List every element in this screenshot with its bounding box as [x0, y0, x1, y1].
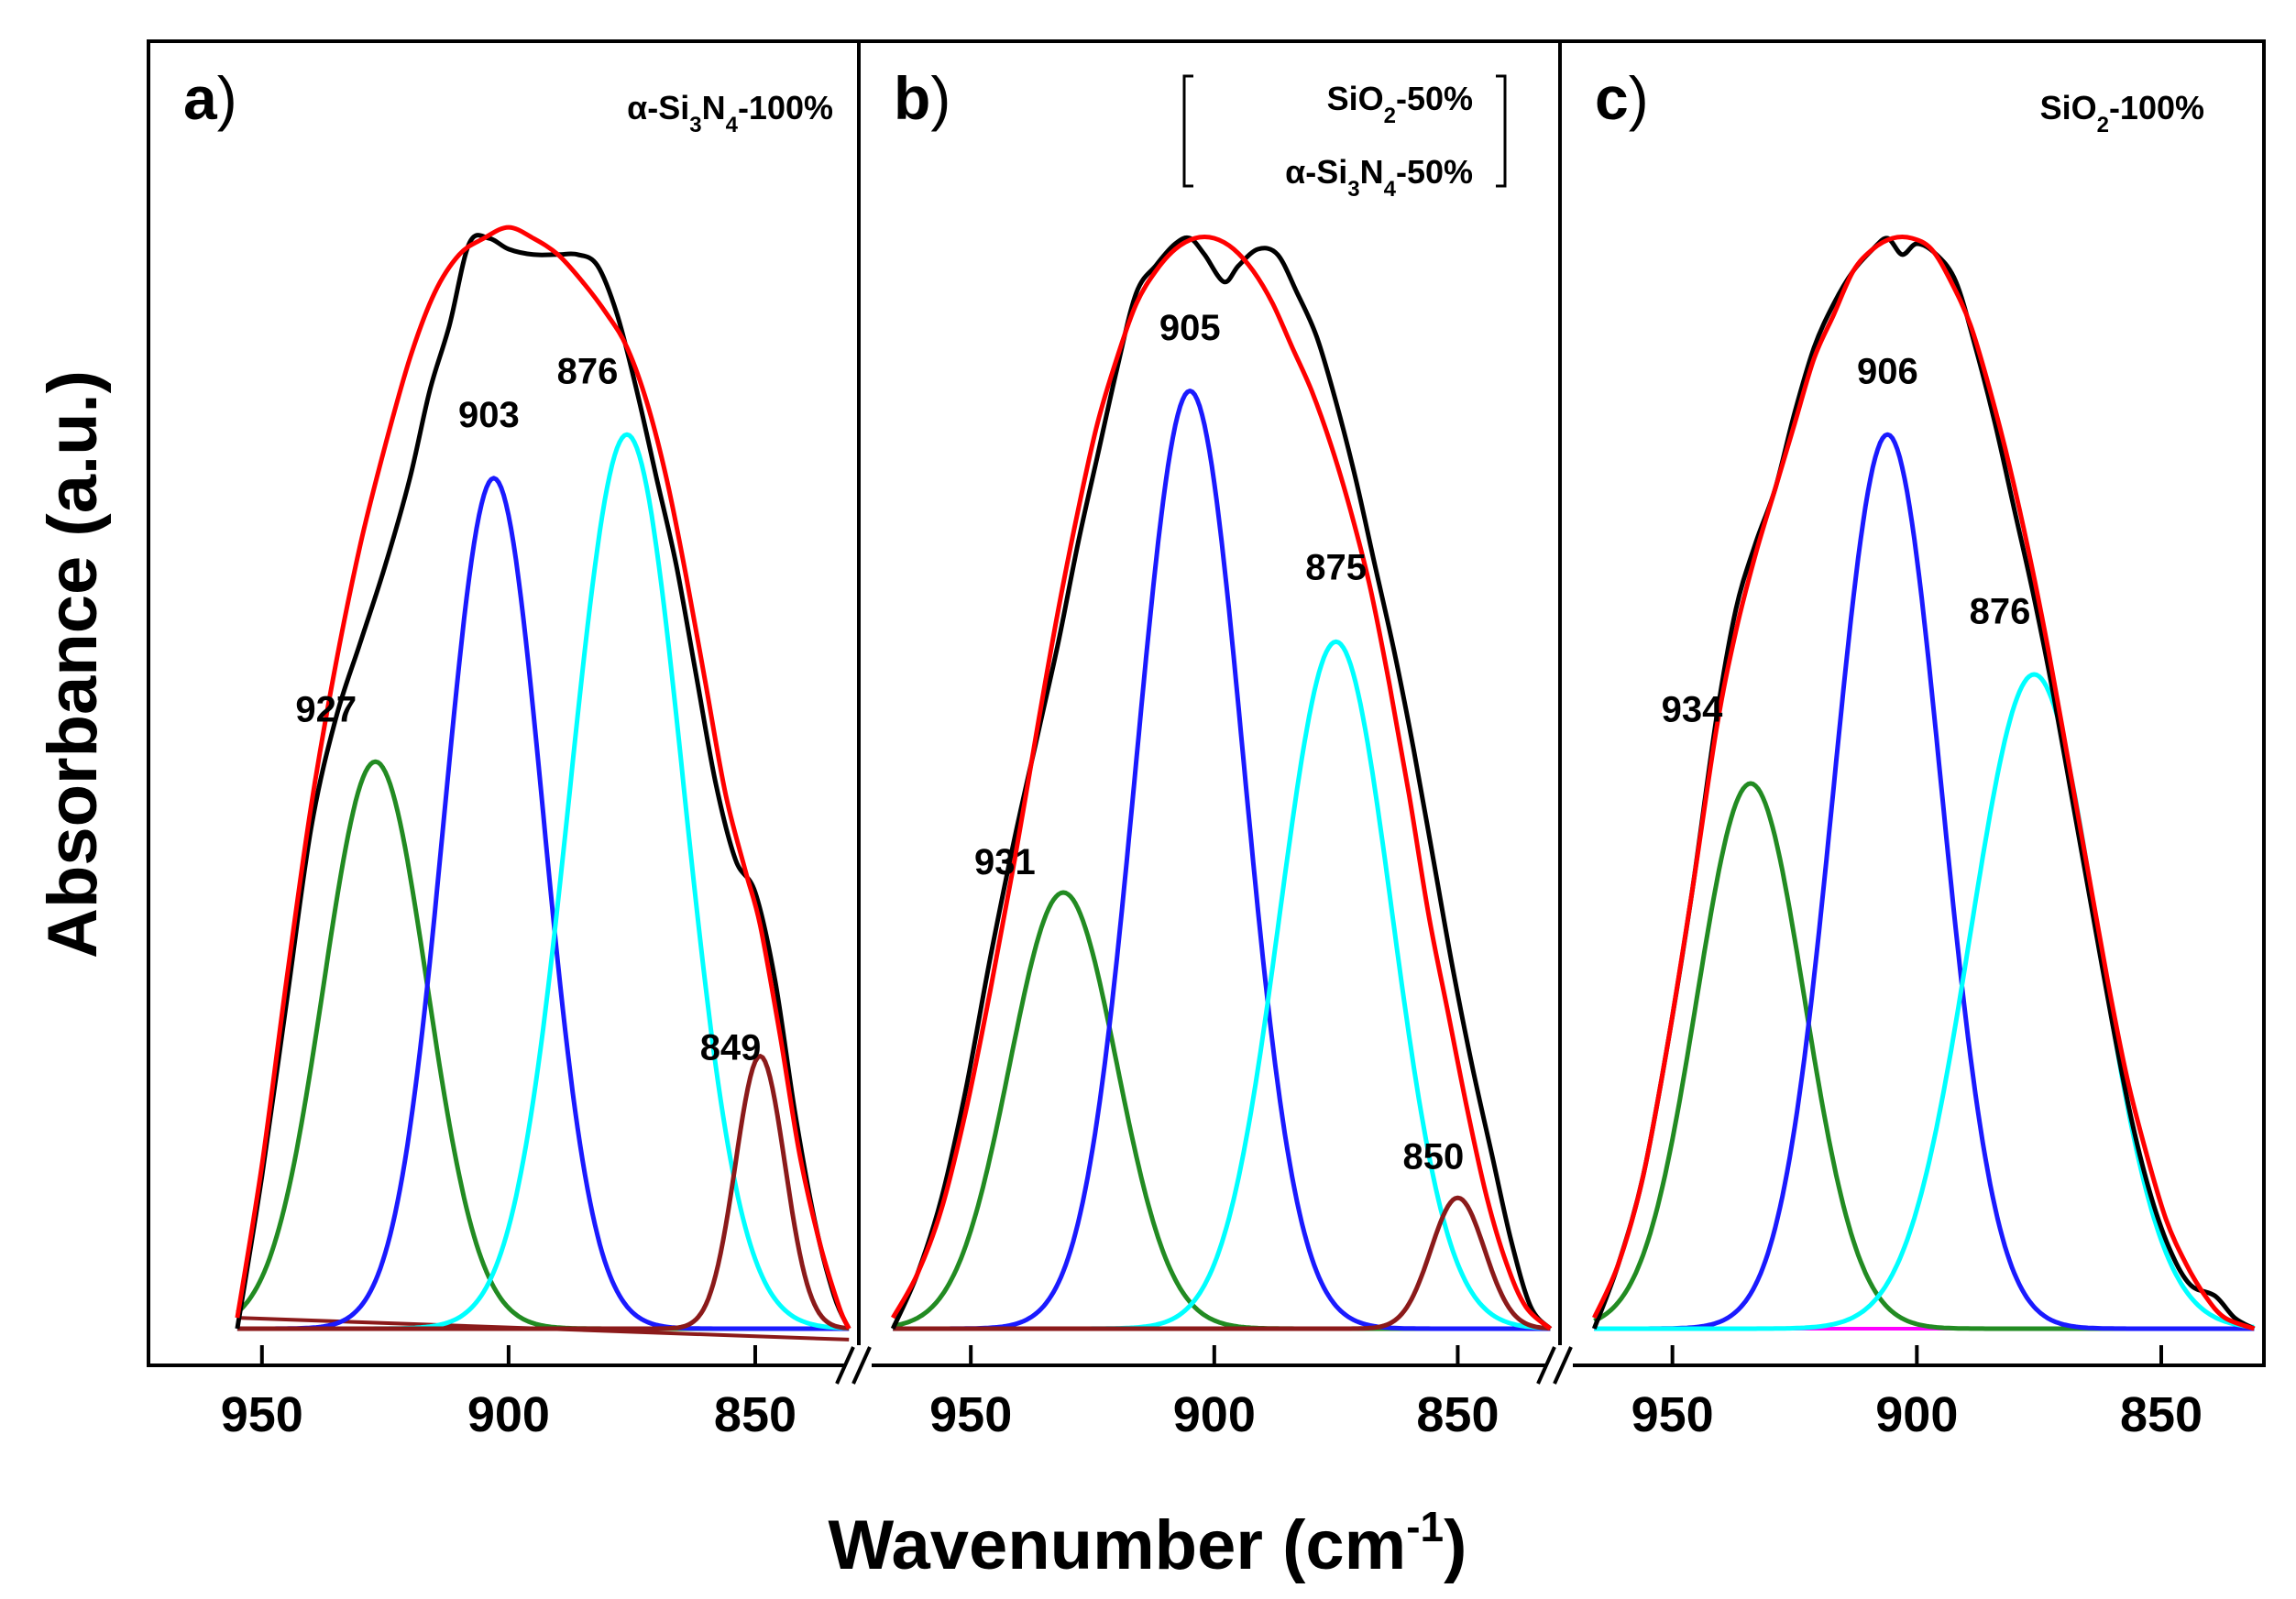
- axis-break-b: [835, 1345, 872, 1385]
- composition-b: SiO2-50% α-Si3N4-50%: [1182, 74, 1507, 202]
- composition-line-a-0: α-Si3N4-100%: [627, 89, 833, 137]
- band-c-876: [1594, 672, 2255, 1331]
- peak-label-c-2: 876: [1970, 591, 2031, 631]
- x-tick-label-c-0: 950: [1631, 1387, 1714, 1442]
- panel-c-frame: [1558, 39, 2266, 1367]
- x-tick-label-b-0: 950: [929, 1387, 1012, 1442]
- peak-label-a-2: 876: [557, 352, 619, 392]
- peak-label-a-0: 927: [295, 689, 357, 729]
- x-axis-title-sup: -1: [1406, 1503, 1444, 1550]
- peak-label-c-1: 906: [1857, 352, 1918, 392]
- peak-label-b-0: 931: [974, 842, 1036, 882]
- panel-b: 950 900 850 931 905 875 850 b) SiO2-50% α-Si3N4-5…: [835, 39, 1562, 1442]
- peak-label-a-3: 849: [700, 1027, 762, 1068]
- x-tick-label-b-1: 900: [1173, 1387, 1256, 1442]
- panel-letter-a: a): [183, 64, 237, 132]
- band-b-850: [893, 1195, 1551, 1331]
- panel-paren-c: ): [1629, 64, 1649, 132]
- bracket-left: [1182, 74, 1193, 188]
- panel-paren-a: ): [217, 64, 237, 132]
- fit-c: [1592, 235, 2256, 1331]
- peak-label-b-1: 905: [1159, 308, 1221, 348]
- axis-break-c: [1536, 1345, 1573, 1385]
- x-axis-title-text: Wavenumber (cm: [829, 1506, 1407, 1584]
- x-tick-label-a-1: 900: [467, 1387, 550, 1442]
- experimental-b: [890, 235, 1553, 1331]
- x-tick-label-c-2: 850: [2120, 1387, 2203, 1442]
- band-a-903: [236, 476, 850, 1331]
- bracket-right: [1496, 74, 1507, 188]
- peak-label-c-0: 934: [1662, 689, 1723, 729]
- composition-a: α-Si3N4-100%: [627, 89, 833, 137]
- panel-a: 950 900 850 927 903 876 849 a) α-Si3N4-100%: [147, 39, 861, 1442]
- peak-label-a-1: 903: [458, 395, 520, 435]
- panel-paren-b: ): [930, 64, 950, 132]
- panel-letter-c: c): [1595, 64, 1649, 132]
- x-tick-label-a-2: 850: [714, 1387, 796, 1442]
- composition-c: SiO2-100%: [2040, 89, 2204, 137]
- fit-b: [891, 235, 1553, 1331]
- panel-letter-b: b): [894, 64, 950, 132]
- peak-label-b-2: 875: [1305, 548, 1367, 588]
- composition-line-c-0: SiO2-100%: [2040, 89, 2204, 137]
- x-tick-label-a-0: 950: [221, 1387, 303, 1442]
- composition-line-b-1: α-Si3N4-50%: [1285, 153, 1473, 202]
- x-axis-title-end: ): [1444, 1506, 1467, 1584]
- band-c-906: [1594, 432, 2255, 1331]
- y-axis-title: Absorbance (a.u.): [34, 370, 112, 958]
- x-axis-title: Wavenumber (cm-1): [829, 1503, 1467, 1584]
- x-tick-label-b-2: 850: [1416, 1387, 1499, 1442]
- panel-c: 950 900 850 934 906 876 c) SiO2-100%: [1536, 39, 2266, 1442]
- peak-label-b-3: 850: [1403, 1136, 1465, 1177]
- fit-a: [235, 225, 851, 1331]
- composition-line-b-0: SiO2-50%: [1327, 80, 1473, 128]
- band-a-849: [236, 1054, 850, 1331]
- x-tick-label-c-1: 900: [1875, 1387, 1958, 1442]
